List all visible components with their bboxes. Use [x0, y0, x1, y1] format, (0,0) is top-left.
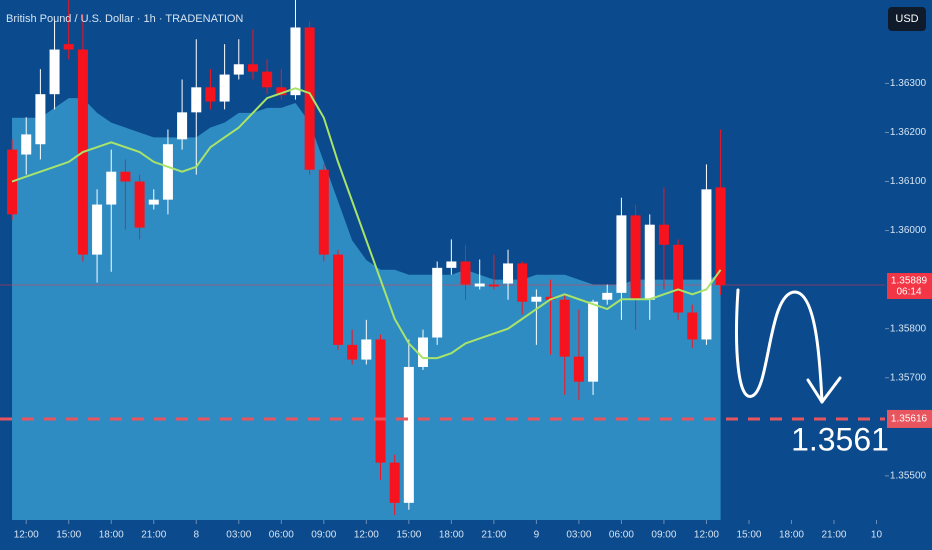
x-tick-label: 15:00: [736, 530, 761, 541]
currency-label[interactable]: USD: [895, 13, 918, 25]
candle-body: [191, 87, 202, 113]
candle-body: [658, 224, 669, 245]
candle-body: [106, 171, 117, 205]
candle-body: [7, 149, 18, 215]
moving-average: [11, 87, 722, 360]
target-annotation: 1.3561: [791, 421, 889, 457]
y-tick-label: 1.35500: [890, 470, 927, 481]
candle-body: [474, 283, 485, 287]
x-tick-label: 12:00: [354, 530, 379, 541]
candle-body: [262, 71, 273, 88]
candle-body: [460, 261, 471, 285]
countdown-label: 06:14: [896, 287, 921, 298]
x-tick-label: 18:00: [99, 530, 124, 541]
candle-body: [162, 144, 173, 200]
candle-body: [92, 204, 103, 255]
x-tick-label: 03:00: [566, 530, 591, 541]
candle-body: [233, 64, 244, 75]
x-tick-label: 06:00: [269, 530, 294, 541]
candle-body: [134, 181, 145, 228]
candle-body: [503, 263, 514, 284]
x-tick-label: 09:00: [651, 530, 676, 541]
candle-body: [375, 339, 386, 463]
arrow-head: [806, 376, 842, 404]
x-tick-label: 21:00: [481, 530, 506, 541]
candle-body: [432, 267, 443, 338]
candle-body: [644, 224, 655, 300]
candle-body: [290, 27, 301, 96]
candle-body: [347, 344, 358, 360]
price-label: 1.35889: [891, 276, 928, 287]
candle-body: [687, 312, 698, 340]
level-label-box: [887, 409, 932, 428]
candle-body: [247, 64, 258, 72]
x-tick-label: 09:00: [311, 530, 336, 541]
candle-body: [616, 215, 627, 293]
candle-body: [219, 74, 230, 102]
candle-body: [573, 356, 584, 382]
y-tick-label: 1.36300: [890, 78, 927, 89]
candle-body: [318, 169, 329, 255]
candle-body: [63, 44, 74, 50]
candle-body: [673, 244, 684, 313]
candle-body: [177, 112, 188, 140]
x-tick-label: 15:00: [396, 530, 421, 541]
price-label-box: [887, 273, 932, 300]
x-tick-label: 21:00: [141, 530, 166, 541]
candle-body: [517, 263, 528, 302]
y-tick-label: 1.36200: [890, 127, 927, 138]
candle-body: [588, 301, 599, 382]
candle-body: [715, 187, 726, 286]
candle-body: [446, 261, 457, 268]
candle-body: [488, 284, 499, 287]
x-tick-label: 21:00: [821, 530, 846, 541]
x-tick-label: 12:00: [14, 530, 39, 541]
candle-body: [332, 254, 343, 345]
x-tick-label: 18:00: [439, 530, 464, 541]
x-tick-label: 03:00: [226, 530, 251, 541]
candle-body: [531, 296, 542, 302]
candle-body: [120, 171, 131, 182]
candle-body: [148, 199, 159, 205]
candle-body: [304, 27, 315, 170]
level-label: 1.35616: [891, 414, 928, 425]
candle-body: [701, 189, 712, 340]
y-tick-label: 1.36000: [890, 225, 927, 236]
candle-body: [276, 87, 287, 96]
candle-body: [602, 292, 613, 300]
candle-body: [49, 49, 60, 95]
x-tick-label: 06:00: [609, 530, 634, 541]
x-tick-label: 18:00: [779, 530, 804, 541]
candle-body: [35, 94, 46, 145]
chart-title: British Pound / U.S. Dollar · 1h · TRADE…: [6, 13, 243, 25]
candle-body: [361, 339, 372, 360]
plot-area: [0, 0, 885, 520]
candle-body: [559, 299, 570, 357]
x-tick-label: 9: [534, 530, 540, 541]
x-tick-label: 10: [871, 530, 883, 541]
y-tick-label: 1.35700: [890, 372, 927, 383]
candle-body: [403, 366, 414, 503]
candle-body: [630, 215, 641, 300]
candle-body: [21, 134, 32, 155]
candle-body: [205, 87, 216, 102]
average-area: [12, 98, 721, 520]
x-tick-label: 8: [193, 530, 199, 541]
currency-button[interactable]: [888, 7, 926, 31]
candle-body: [418, 337, 429, 367]
y-tick-label: 1.35800: [890, 323, 927, 334]
projection-arrow: [735, 288, 824, 404]
x-tick-label: 15:00: [56, 530, 81, 541]
x-tick-label: 12:00: [694, 530, 719, 541]
candle-body: [389, 462, 400, 503]
y-tick-label: 1.36100: [890, 176, 927, 187]
